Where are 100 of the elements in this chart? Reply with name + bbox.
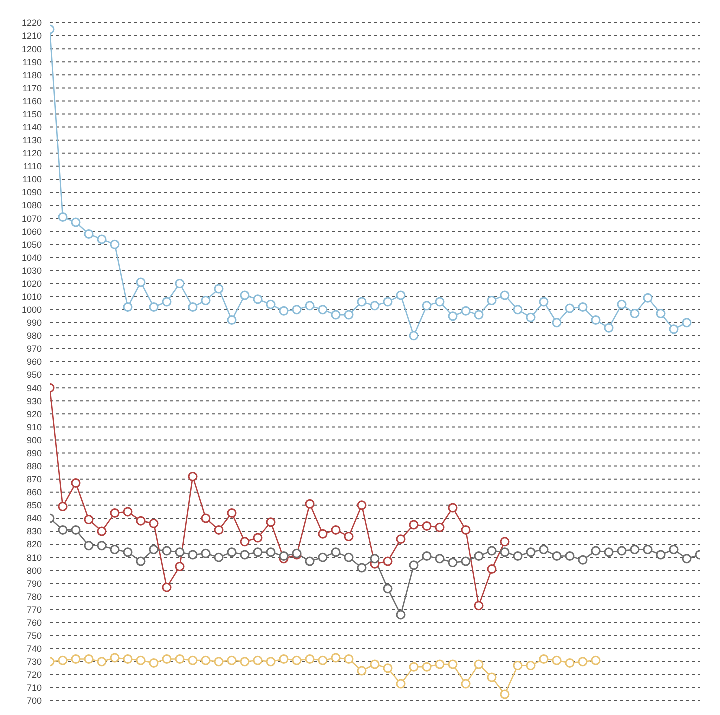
point <box>552 318 562 328</box>
point <box>344 310 354 320</box>
y-tick-label: 1170 <box>22 83 42 94</box>
y-tick-label: 920 <box>26 409 42 420</box>
point <box>565 552 575 562</box>
point <box>305 654 315 664</box>
point <box>370 660 380 670</box>
y-tick-label: 1040 <box>22 252 42 263</box>
point <box>396 290 406 300</box>
point <box>162 297 172 307</box>
point <box>84 515 94 525</box>
point <box>201 514 211 524</box>
point <box>331 548 341 558</box>
y-tick-label: 1200 <box>22 44 42 54</box>
y-tick-label: 1010 <box>22 292 42 302</box>
point <box>396 679 406 689</box>
point <box>461 306 471 316</box>
point <box>214 552 224 562</box>
y-tick-label: 1070 <box>22 214 42 224</box>
point <box>201 296 211 306</box>
point <box>331 653 341 663</box>
point <box>253 548 263 558</box>
y-tick-label: 910 <box>26 422 42 432</box>
y-tick-label: 970 <box>26 344 42 354</box>
point <box>318 656 328 666</box>
point <box>669 324 679 334</box>
y-tick-label: 960 <box>26 357 42 368</box>
point <box>383 556 393 566</box>
y-tick-label: 1080 <box>22 200 42 211</box>
point <box>279 654 289 664</box>
point <box>175 548 185 558</box>
point <box>422 662 432 672</box>
point <box>266 518 276 528</box>
point <box>279 552 289 562</box>
y-tick-label: 830 <box>26 526 42 537</box>
y-tick-label: 1190 <box>22 57 42 68</box>
point <box>58 212 68 222</box>
point <box>344 532 354 542</box>
y-tick-label: 870 <box>26 474 42 485</box>
point <box>487 546 497 556</box>
y-tick-label: 930 <box>26 396 42 406</box>
point <box>656 550 666 560</box>
point <box>175 279 185 289</box>
point <box>383 297 393 307</box>
y-tick-label: 1000 <box>22 305 42 316</box>
y-tick-label: 780 <box>26 592 42 602</box>
y-tick-label: 1210 <box>22 31 42 42</box>
point <box>539 297 549 307</box>
y-tick-label: 1220 <box>22 18 42 28</box>
y-tick-label: 810 <box>26 552 42 563</box>
y-tick-label: 1160 <box>22 96 42 106</box>
point <box>630 545 640 555</box>
point <box>162 582 172 592</box>
y-tick-label: 880 <box>26 462 42 472</box>
point <box>123 548 133 558</box>
point <box>84 541 94 551</box>
y-tick-label: 1100 <box>22 174 42 185</box>
point <box>149 545 159 555</box>
point <box>318 529 328 539</box>
point <box>526 661 536 671</box>
point <box>526 312 536 322</box>
point <box>97 234 107 244</box>
point <box>578 555 588 565</box>
y-tick-label: 1060 <box>22 226 42 237</box>
point <box>136 278 146 288</box>
y-tick-label: 990 <box>26 318 42 328</box>
point <box>435 554 445 564</box>
point <box>227 316 237 326</box>
point <box>71 654 81 664</box>
point <box>682 318 692 328</box>
point <box>409 560 419 570</box>
point <box>188 302 198 312</box>
y-tick-label: 900 <box>26 435 42 446</box>
point <box>240 550 250 560</box>
point <box>578 657 588 667</box>
y-tick-label: 950 <box>26 370 42 380</box>
point <box>97 526 107 536</box>
point <box>565 304 575 314</box>
point <box>409 520 419 530</box>
point <box>396 534 406 544</box>
point <box>500 548 510 558</box>
y-tick-label: 1180 <box>22 70 42 80</box>
point <box>331 310 341 320</box>
point <box>461 556 471 566</box>
point <box>669 545 679 555</box>
y-tick-label: 1020 <box>22 278 42 289</box>
point <box>149 518 159 528</box>
point <box>58 656 68 666</box>
point <box>552 552 562 562</box>
point <box>214 284 224 294</box>
point <box>292 305 302 315</box>
point <box>97 657 107 667</box>
point <box>149 302 159 312</box>
point <box>357 500 367 510</box>
point <box>175 562 185 572</box>
point <box>214 657 224 667</box>
y-tick-label: 1090 <box>22 188 42 198</box>
point <box>422 552 432 562</box>
point <box>318 552 328 562</box>
point <box>487 672 497 682</box>
